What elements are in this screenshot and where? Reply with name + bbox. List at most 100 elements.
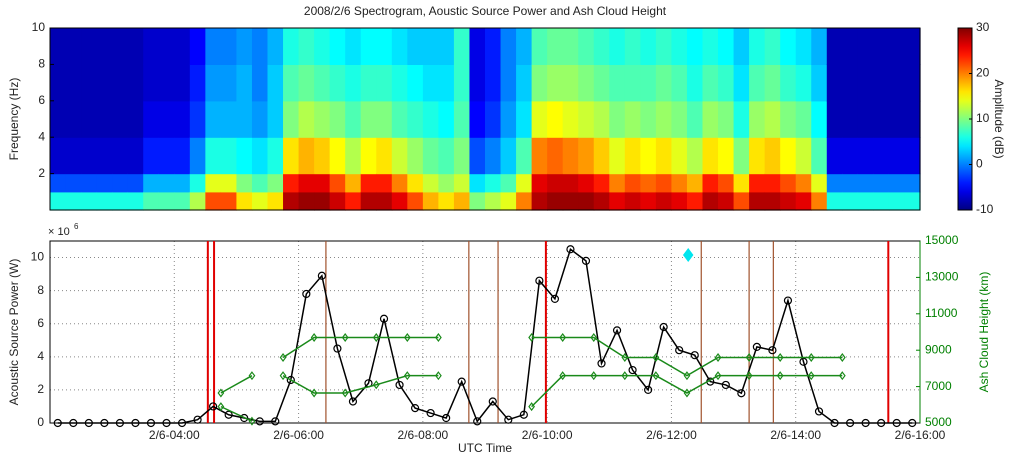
spectrogram-cell (469, 64, 486, 102)
data-point (372, 332, 380, 342)
spectrogram-cell (516, 64, 533, 102)
spectrogram-cell (267, 191, 284, 211)
data-point (217, 388, 225, 398)
x-tick-label: 2/6-12:00 (646, 428, 697, 442)
spectrogram-cell (220, 64, 238, 102)
spectrogram-cell (516, 137, 533, 175)
data-point (550, 294, 560, 304)
spectrogram-cell (702, 173, 719, 193)
data-point (737, 389, 746, 398)
spectrogram-cell (329, 100, 346, 138)
spectrogram-cell (220, 100, 238, 138)
spectrogram-cell (314, 137, 331, 175)
spectrogram-cell (578, 64, 595, 102)
spectrogram-cell (857, 28, 874, 65)
spectrogram-cell (857, 173, 874, 193)
spectrogram-cell (795, 28, 812, 65)
spectrogram-cell (189, 137, 206, 175)
data-point (348, 397, 358, 406)
data-point (310, 332, 318, 342)
y-multiplier-exponent: 6 (74, 222, 79, 231)
colorbar-tick-label: 0 (976, 157, 983, 171)
spectrogram-cell (780, 64, 797, 102)
data-point (621, 352, 629, 362)
spectrogram-cell (360, 137, 377, 175)
data-point (807, 352, 815, 362)
spectrogram-cell (500, 137, 517, 175)
spectrogram-cell (422, 64, 439, 102)
colorbar-tick-label: 30 (976, 20, 990, 34)
spectrogram-cell (609, 191, 626, 211)
spectrogram-cell (764, 64, 781, 102)
spectrogram-cell (143, 191, 160, 211)
data-point (69, 418, 78, 428)
y-tick-label: 6 (37, 316, 44, 330)
spectrogram-cell (65, 64, 82, 102)
spectrogram-cell (50, 28, 67, 65)
spectrogram-cell (749, 100, 766, 138)
spectrogram-cell (655, 173, 673, 193)
spectrogram-cell (749, 28, 766, 65)
spectrogram-cell (376, 137, 393, 175)
spectrogram-cell (220, 28, 238, 65)
spectrogram-cell (609, 64, 626, 102)
spectrogram-cell (655, 64, 673, 102)
spectrogram-cell (112, 64, 129, 102)
y2-tick-label: 15000 (925, 233, 959, 247)
spectrogram-cell (391, 28, 408, 65)
spectrogram-cell (283, 100, 300, 138)
spectrogram-cell (236, 100, 253, 138)
data-point (519, 410, 528, 419)
spectrogram-cell (453, 28, 471, 65)
spectrogram-cell (904, 173, 921, 193)
data-point (683, 388, 691, 398)
spectrogram-cell (547, 191, 564, 211)
spectrogram-cell (578, 173, 595, 193)
spectrogram-cell (96, 28, 113, 65)
spectrogram-cell (593, 173, 610, 193)
spectrogram-cell (811, 100, 828, 138)
data-point (403, 371, 411, 381)
spectrogram-cell (904, 191, 921, 211)
spectrogram-cell (220, 191, 238, 211)
spectrogram-cell (516, 100, 533, 138)
data-point (714, 371, 722, 381)
data-point (776, 352, 784, 362)
spectrogram-cell (640, 100, 657, 138)
spectrogram-cell (842, 64, 859, 102)
spectrogram-cell (174, 137, 191, 175)
colorbar-tick-label: -10 (976, 202, 994, 216)
spectrogram-cell (485, 28, 502, 65)
spectrogram-cell (733, 173, 750, 193)
spectrogram-cell (251, 137, 269, 175)
spectrogram-cell (314, 173, 331, 193)
spectrogram-cell (174, 64, 191, 102)
spectrogram-cell (531, 64, 548, 102)
spectrogram-cell (888, 191, 906, 211)
spectrogram-cell (205, 64, 222, 102)
spectrogram-cell (531, 173, 548, 193)
data-point (528, 402, 535, 412)
spectrogram-cell (578, 28, 595, 65)
y2-tick-label: 7000 (925, 379, 952, 393)
series-line (220, 374, 843, 422)
spectrogram-cell (189, 173, 206, 193)
spectrogram-cell (749, 173, 766, 193)
y-tick-label: 4 (38, 129, 45, 143)
spectrogram-cell (904, 28, 921, 65)
spectrogram-cell (267, 64, 284, 102)
y-tick-label: 8 (38, 57, 45, 71)
data-point (683, 371, 691, 381)
spectrogram-cell (298, 100, 315, 138)
spectrogram-cell (50, 191, 67, 211)
data-point (53, 418, 62, 428)
spectrogram-cell (857, 137, 874, 175)
spectrogram-cell (96, 191, 113, 211)
spectrogram-cell (205, 100, 222, 138)
spectrogram-cell (686, 173, 704, 193)
spectrogram-cell (795, 173, 812, 193)
spectrogram-cell (640, 64, 657, 102)
spectrogram-cell (345, 64, 362, 102)
spectrogram-cell (857, 64, 874, 102)
spectrogram-cell (640, 137, 657, 175)
